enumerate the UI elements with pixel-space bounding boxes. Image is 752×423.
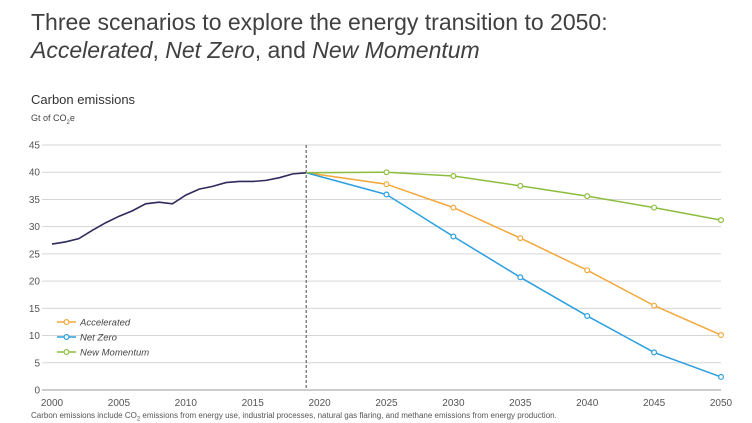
y-tick-label-40: 40 [29, 168, 41, 179]
y-tick-label-30: 30 [29, 222, 41, 233]
x-tick-label-2045: 2045 [643, 398, 666, 409]
legend-marker-net-zero [63, 334, 70, 341]
x-tick-label-2000: 2000 [41, 398, 64, 409]
y-tick-label-45: 45 [29, 141, 41, 152]
series-point-net-zero-2030 [450, 233, 457, 240]
historical-emissions-line [51, 171, 307, 245]
series-point-net-zero-2045 [651, 349, 658, 356]
series-point-net-zero-2035 [517, 274, 524, 281]
x-tick-label-2005: 2005 [108, 398, 131, 409]
legend-label-new-momentum: New Momentum [80, 348, 149, 359]
legend-label-accelerated: Accelerated [79, 318, 131, 329]
legend-marker-new-momentum [63, 349, 70, 356]
title-scenario-new-momentum: New Momentum [312, 37, 480, 63]
y-tick-label-25: 25 [29, 249, 41, 260]
series-point-accelerated-2030 [450, 204, 457, 211]
series-point-new-momentum-2040 [584, 193, 591, 200]
title-scenario-net-zero: Net Zero [165, 37, 255, 63]
title-line-2: Accelerated, Net Zero, and New Momentum [31, 36, 608, 64]
x-tick-label-2010: 2010 [175, 398, 198, 409]
series-point-accelerated-2040 [584, 267, 591, 274]
title-scenario-accelerated: Accelerated [31, 37, 153, 63]
x-tick-label-2020: 2020 [308, 398, 331, 409]
series-point-new-momentum-2050 [717, 217, 724, 224]
title-line-1: Three scenarios to explore the energy tr… [31, 9, 608, 35]
title-separator-2: , and [254, 37, 313, 63]
series-point-new-momentum-2035 [517, 182, 524, 189]
y-tick-label-5: 5 [34, 358, 40, 369]
x-tick-label-2040: 2040 [576, 398, 599, 409]
x-tick-label-2035: 2035 [509, 398, 532, 409]
page-title: Three scenarios to explore the energy tr… [31, 8, 608, 64]
series-point-accelerated-2035 [517, 235, 524, 242]
series-line-new-momentum [306, 171, 722, 221]
footnote: Carbon emissions include CO2 emissions f… [31, 411, 557, 423]
y-tick-label-20: 20 [29, 277, 41, 288]
x-tick-label-2030: 2030 [442, 398, 465, 409]
legend-marker-accelerated [63, 319, 70, 326]
x-tick-label-2025: 2025 [375, 398, 398, 409]
y-tick-label-10: 10 [29, 331, 41, 342]
series-point-accelerated-2050 [717, 332, 724, 339]
series-point-net-zero-2040 [584, 312, 591, 319]
series-point-net-zero-2025 [383, 191, 390, 198]
series-point-accelerated-2045 [651, 302, 658, 309]
series-point-new-momentum-2045 [651, 204, 658, 211]
series-point-new-momentum-2030 [450, 173, 457, 180]
y-tick-label-35: 35 [29, 195, 41, 206]
y-tick-label-15: 15 [29, 304, 41, 315]
legend-label-net-zero: Net Zero [80, 333, 117, 344]
x-tick-label-2015: 2015 [242, 398, 265, 409]
series-point-net-zero-2050 [717, 373, 724, 380]
series-point-accelerated-2025 [383, 181, 390, 188]
series-point-new-momentum-2025 [383, 169, 390, 176]
y-tick-label-0: 0 [34, 386, 40, 397]
x-tick-label-2050: 2050 [710, 398, 733, 409]
chart-title: Carbon emissions [31, 92, 136, 107]
series-line-net-zero [306, 172, 722, 378]
y-axis-unit: Gt of CO2e [31, 113, 75, 126]
title-separator-1: , [152, 37, 166, 63]
